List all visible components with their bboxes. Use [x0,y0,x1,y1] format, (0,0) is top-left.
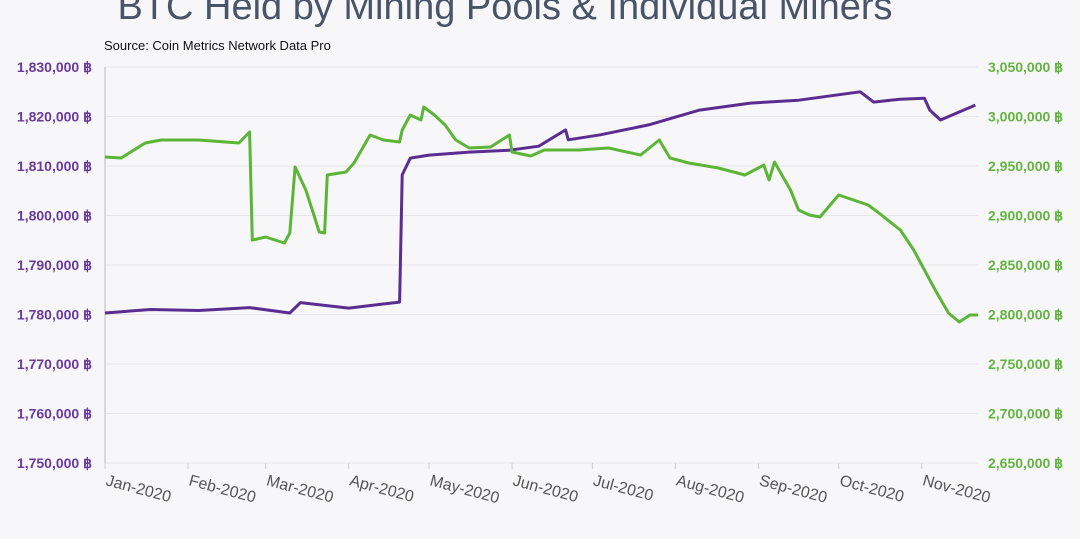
x-axis-tick-label: Sep-2020 [757,472,829,506]
left-axis-tick-label: 1,750,000 ฿ [17,455,92,471]
right-axis-tick-label: 2,700,000 ฿ [988,406,1063,422]
x-axis-tick-label: May-2020 [428,472,501,507]
series-line-individual-miners [104,105,978,324]
left-axis-tick-label: 1,820,000 ฿ [17,109,92,125]
x-axis-tick-label: Feb-2020 [187,472,258,506]
x-axis-tick-label: Apr-2020 [348,472,416,505]
x-axis-tick-label: Mar-2020 [265,472,336,506]
right-axis-tick-label: 2,750,000 ฿ [988,356,1063,372]
chart-title: BTC Held by Mining Pools & Individual Mi… [117,0,893,28]
x-axis-tick-label: Oct-2020 [838,472,906,505]
right-axis-tick-label: 2,950,000 ฿ [988,158,1063,174]
left-axis-tick-label: 1,780,000 ฿ [17,307,92,323]
right-axis-tick-label: 2,800,000 ฿ [988,307,1063,323]
right-axis-tick-label: 2,850,000 ฿ [988,257,1063,273]
x-axis-tick-label: Aug-2020 [674,472,746,506]
x-axis-tick-label: Jan-2020 [104,472,173,506]
chart-subtitle: Source: Coin Metrics Network Data Pro [104,38,331,53]
series-line-mining-pools [104,90,976,315]
x-axis-tick-label: Jul-2020 [591,472,655,504]
left-axis-tick-label: 1,830,000 ฿ [17,59,92,75]
x-axis-tick-label: Nov-2020 [921,472,993,506]
x-axis-tick-label: Jun-2020 [511,472,580,506]
left-axis-tick-label: 1,770,000 ฿ [17,356,92,372]
right-axis-tick-label: 2,650,000 ฿ [988,455,1063,471]
left-axis-tick-label: 1,790,000 ฿ [17,257,92,273]
left-axis-tick-label: 1,760,000 ฿ [17,406,92,422]
left-axis-tick-label: 1,810,000 ฿ [17,158,92,174]
right-axis-tick-label: 3,050,000 ฿ [988,59,1063,75]
right-axis-tick-label: 2,900,000 ฿ [988,208,1063,224]
right-axis-tick-label: 3,000,000 ฿ [988,109,1063,125]
left-axis-tick-label: 1,800,000 ฿ [17,208,92,224]
